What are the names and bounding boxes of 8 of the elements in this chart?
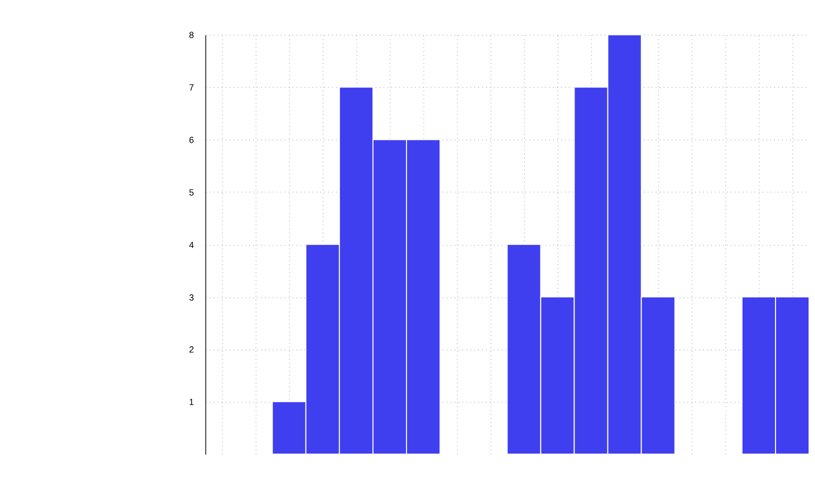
- y-tick-label: 1: [188, 397, 194, 408]
- y-tick-label: 3: [188, 292, 194, 302]
- y-tick-label: 4: [188, 240, 194, 250]
- y-tick-label: 6: [188, 135, 194, 146]
- y-tick-label: 5: [188, 187, 194, 198]
- y-tick-label: 7: [188, 82, 194, 93]
- y-tick-label: 2: [188, 344, 194, 355]
- y-tick-label: 8: [188, 30, 194, 40]
